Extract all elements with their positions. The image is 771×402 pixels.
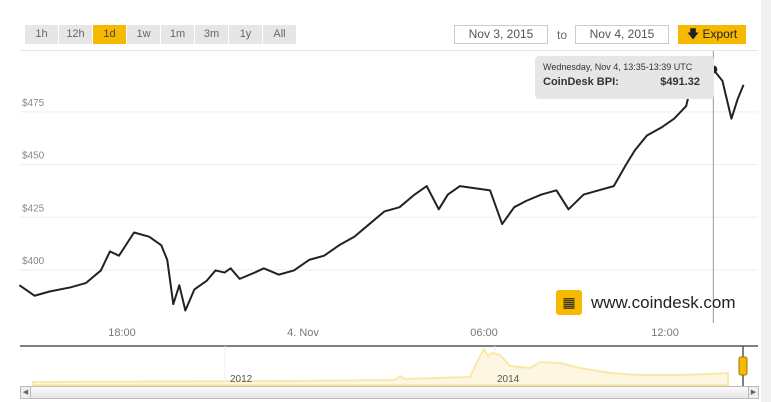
- coindesk-watermark: ▦ www.coindesk.com: [556, 290, 736, 315]
- download-arrow-icon: 🡇: [686, 27, 700, 41]
- range-button-3m[interactable]: 3m: [195, 25, 228, 44]
- divider: [20, 50, 758, 51]
- navigator-year-label: 2014: [497, 374, 520, 385]
- tooltip-time: Wednesday, Nov 4, 13:35-13:39 UTC: [543, 62, 693, 72]
- y-tick-label: $475: [22, 98, 45, 109]
- range-button-1d[interactable]: 1d: [93, 25, 126, 44]
- range-button-1m[interactable]: 1m: [161, 25, 194, 44]
- price-line: [18, 68, 745, 312]
- range-button-1h[interactable]: 1h: [25, 25, 58, 44]
- scroll-right-button[interactable]: ▶: [748, 387, 758, 398]
- x-tick-label: 4. Nov: [287, 327, 319, 339]
- scroll-left-button[interactable]: ◀: [21, 387, 31, 398]
- range-button-12h[interactable]: 12h: [59, 25, 92, 44]
- range-button-1y[interactable]: 1y: [229, 25, 262, 44]
- range-button-1w[interactable]: 1w: [127, 25, 160, 44]
- coindesk-logo-icon: ▦: [556, 290, 582, 315]
- export-button[interactable]: 🡇 Export: [678, 25, 746, 44]
- watermark-text: www.coindesk.com: [591, 292, 736, 312]
- from-date-input[interactable]: Nov 3, 2015: [454, 25, 548, 44]
- to-date-input[interactable]: Nov 4, 2015: [575, 25, 669, 44]
- y-tick-label: $425: [22, 203, 45, 214]
- navigator-year-label: 2012: [230, 374, 253, 385]
- to-label: to: [557, 28, 568, 42]
- navigator-series: [32, 346, 729, 386]
- y-tick-label: $450: [22, 151, 45, 162]
- page-margin: [761, 0, 771, 402]
- x-tick-label: 18:00: [108, 327, 136, 339]
- x-tick-label: 06:00: [470, 327, 498, 339]
- tooltip-value: $491.32: [660, 76, 700, 88]
- range-button-all[interactable]: All: [263, 25, 296, 44]
- range-selector: 1h 12h 1d 1w 1m 3m 1y All: [25, 25, 296, 44]
- navigator-handle[interactable]: [738, 356, 748, 376]
- tooltip-series: CoinDesk BPI:: [543, 76, 619, 88]
- tooltip: Wednesday, Nov 4, 13:35-13:39 UTC CoinDe…: [535, 56, 714, 99]
- navigator-scrollbar[interactable]: ◀ ▶: [20, 386, 759, 399]
- x-tick-label: 12:00: [651, 327, 679, 339]
- export-label: Export: [702, 27, 738, 41]
- y-tick-label: $400: [22, 256, 45, 267]
